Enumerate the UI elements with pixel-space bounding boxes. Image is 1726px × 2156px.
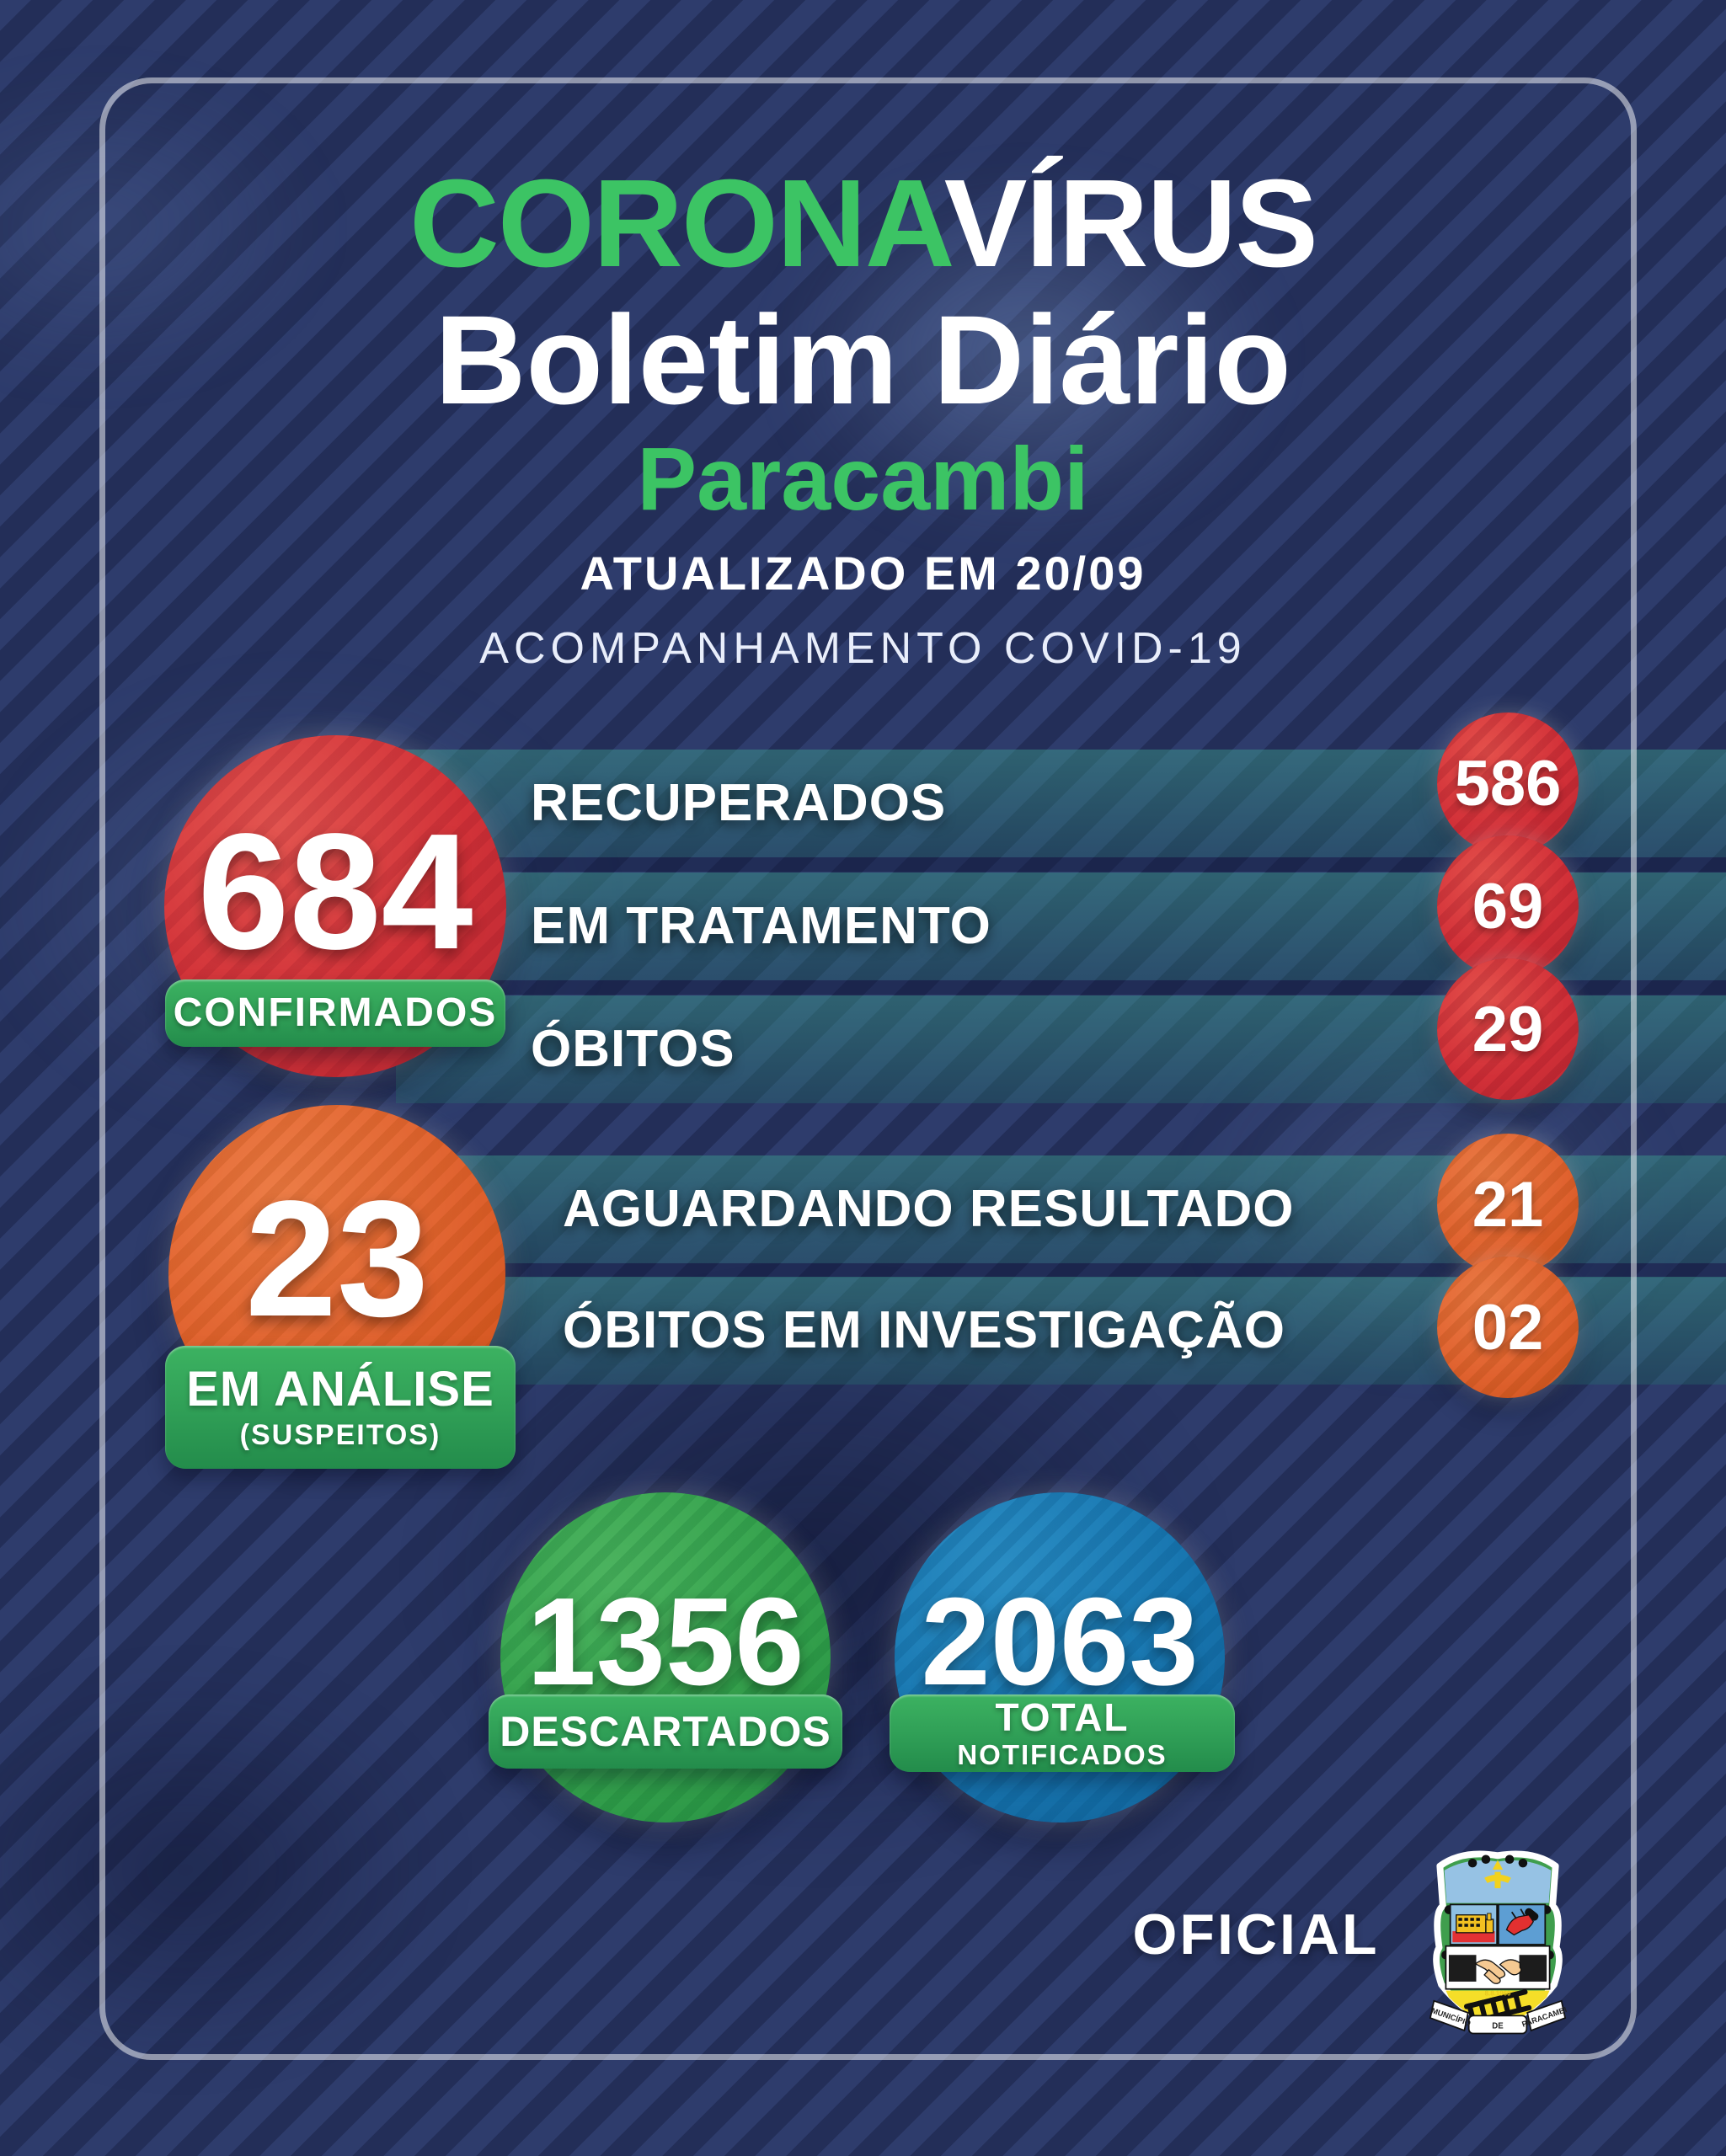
- descartados-value: 1356: [526, 1572, 804, 1711]
- confirmed-label: CONFIRMADOS: [173, 990, 498, 1035]
- obitos-investigacao-value: 02: [1472, 1291, 1544, 1364]
- official-label: OFICIAL: [1132, 1903, 1380, 1967]
- updated-date: ATUALIZADO EM 20/09: [580, 547, 1146, 600]
- suspected-sublabel: (SUSPEITOS): [239, 1418, 441, 1451]
- title-corona: CORONA: [409, 154, 946, 293]
- row-label-obitos-investigacao: ÓBITOS EM INVESTIGAÇÃO: [563, 1301, 1285, 1359]
- crest-ribbon-center-text: DE: [1492, 2021, 1504, 2031]
- suspected-label: EM ANÁLISE: [186, 1361, 494, 1417]
- row-label-aguardando: AGUARDANDO RESULTADO: [563, 1180, 1295, 1238]
- descartados-label: DESCARTADOS: [500, 1707, 831, 1755]
- aguardando-value: 21: [1472, 1168, 1544, 1241]
- decorative-rounded-frame: [99, 77, 1637, 2060]
- page-title: CORONAVÍRUS: [0, 162, 1726, 286]
- crest-torch-icon: [1484, 1860, 1511, 1889]
- row-label-obitos: ÓBITOS: [531, 1020, 735, 1078]
- crest-factory-icon: [1452, 1913, 1495, 1943]
- crest-handshake-icon: [1474, 1959, 1522, 1984]
- descartados-label-pill: DESCARTADOS: [489, 1694, 842, 1769]
- program-label: ACOMPANHAMENTO COVID-19: [479, 624, 1247, 673]
- notificados-sublabel: NOTIFICADOS: [957, 1738, 1168, 1770]
- notificados-value: 2063: [921, 1572, 1199, 1711]
- em-tratamento-value-circle: 69: [1437, 835, 1579, 977]
- page-subtitle: Boletim Diário: [435, 289, 1291, 430]
- crest-hand-icon: [1505, 1908, 1539, 1936]
- crest-ribbon: [1429, 1999, 1567, 2035]
- confirmed-label-pill: CONFIRMADOS: [165, 979, 505, 1047]
- notificados-label: TOTAL: [995, 1694, 1130, 1739]
- row-label-recuperados: RECUPERADOS: [531, 774, 947, 832]
- confirmed-value: 684: [197, 798, 473, 984]
- crest-founding-year: 8.8.1960: [1485, 1990, 1511, 1998]
- city-name: Paracambi: [637, 430, 1089, 529]
- obitos-value: 29: [1472, 993, 1544, 1065]
- recuperados-value-circle: 586: [1437, 712, 1579, 854]
- suspected-label-pill: EM ANÁLISE (SUSPEITOS): [165, 1346, 516, 1469]
- aguardando-value-circle: 21: [1437, 1134, 1579, 1275]
- notificados-label-pill: TOTAL NOTIFICADOS: [890, 1694, 1235, 1772]
- recuperados-value: 586: [1454, 747, 1562, 819]
- paracambi-city-crest: 8.8.1960 MUNICÍPIO DE PARACAMBI: [1429, 1850, 1568, 2035]
- row-label-em-tratamento: EM TRATAMENTO: [531, 897, 991, 955]
- suspected-value: 23: [244, 1166, 429, 1351]
- obitos-investigacao-value-circle: 02: [1437, 1257, 1579, 1398]
- em-tratamento-value: 69: [1472, 870, 1544, 942]
- obitos-value-circle: 29: [1437, 958, 1579, 1100]
- title-virus: VÍRUS: [943, 154, 1318, 293]
